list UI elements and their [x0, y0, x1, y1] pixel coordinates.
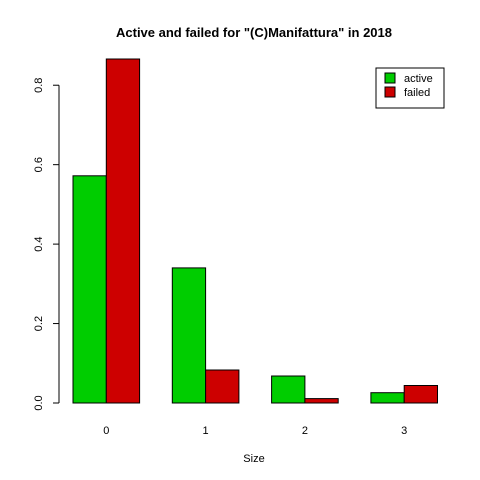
legend-swatch-active — [384, 72, 396, 84]
y-tick-label: 0.0 — [33, 395, 45, 410]
x-axis-label: Size — [243, 453, 264, 465]
legend-swatch-failed — [384, 86, 396, 98]
y-axis: 0.0 0.2 0.4 0.6 0.8 — [33, 78, 60, 411]
y-tick-label: 0.2 — [33, 316, 45, 331]
bar-active-3 — [370, 392, 405, 404]
bar-failed-0 — [105, 58, 141, 404]
y-tick-label: 0.4 — [33, 236, 45, 251]
bar-failed-2 — [304, 398, 339, 404]
x-tick-label: 1 — [203, 425, 209, 437]
y-tick-label: 0.6 — [33, 157, 45, 172]
legend-label-failed: failed — [404, 87, 430, 99]
x-tick-label: 3 — [401, 425, 407, 437]
x-tick-label: 0 — [103, 425, 109, 437]
bar-active-2 — [271, 375, 306, 404]
legend-label-active: active — [404, 73, 433, 85]
legend: active failed — [375, 67, 445, 109]
bar-active-1 — [171, 267, 207, 404]
bar-failed-1 — [205, 369, 240, 404]
chart-title: Active and failed for "(C)Manifattura" i… — [116, 25, 392, 40]
bar-failed-3 — [403, 385, 439, 404]
bar-active-0 — [72, 175, 107, 404]
bars-group — [72, 58, 439, 404]
y-tick-label: 0.8 — [33, 78, 45, 93]
x-axis: 0 1 2 3 — [103, 425, 407, 437]
x-tick-label: 2 — [302, 425, 308, 437]
